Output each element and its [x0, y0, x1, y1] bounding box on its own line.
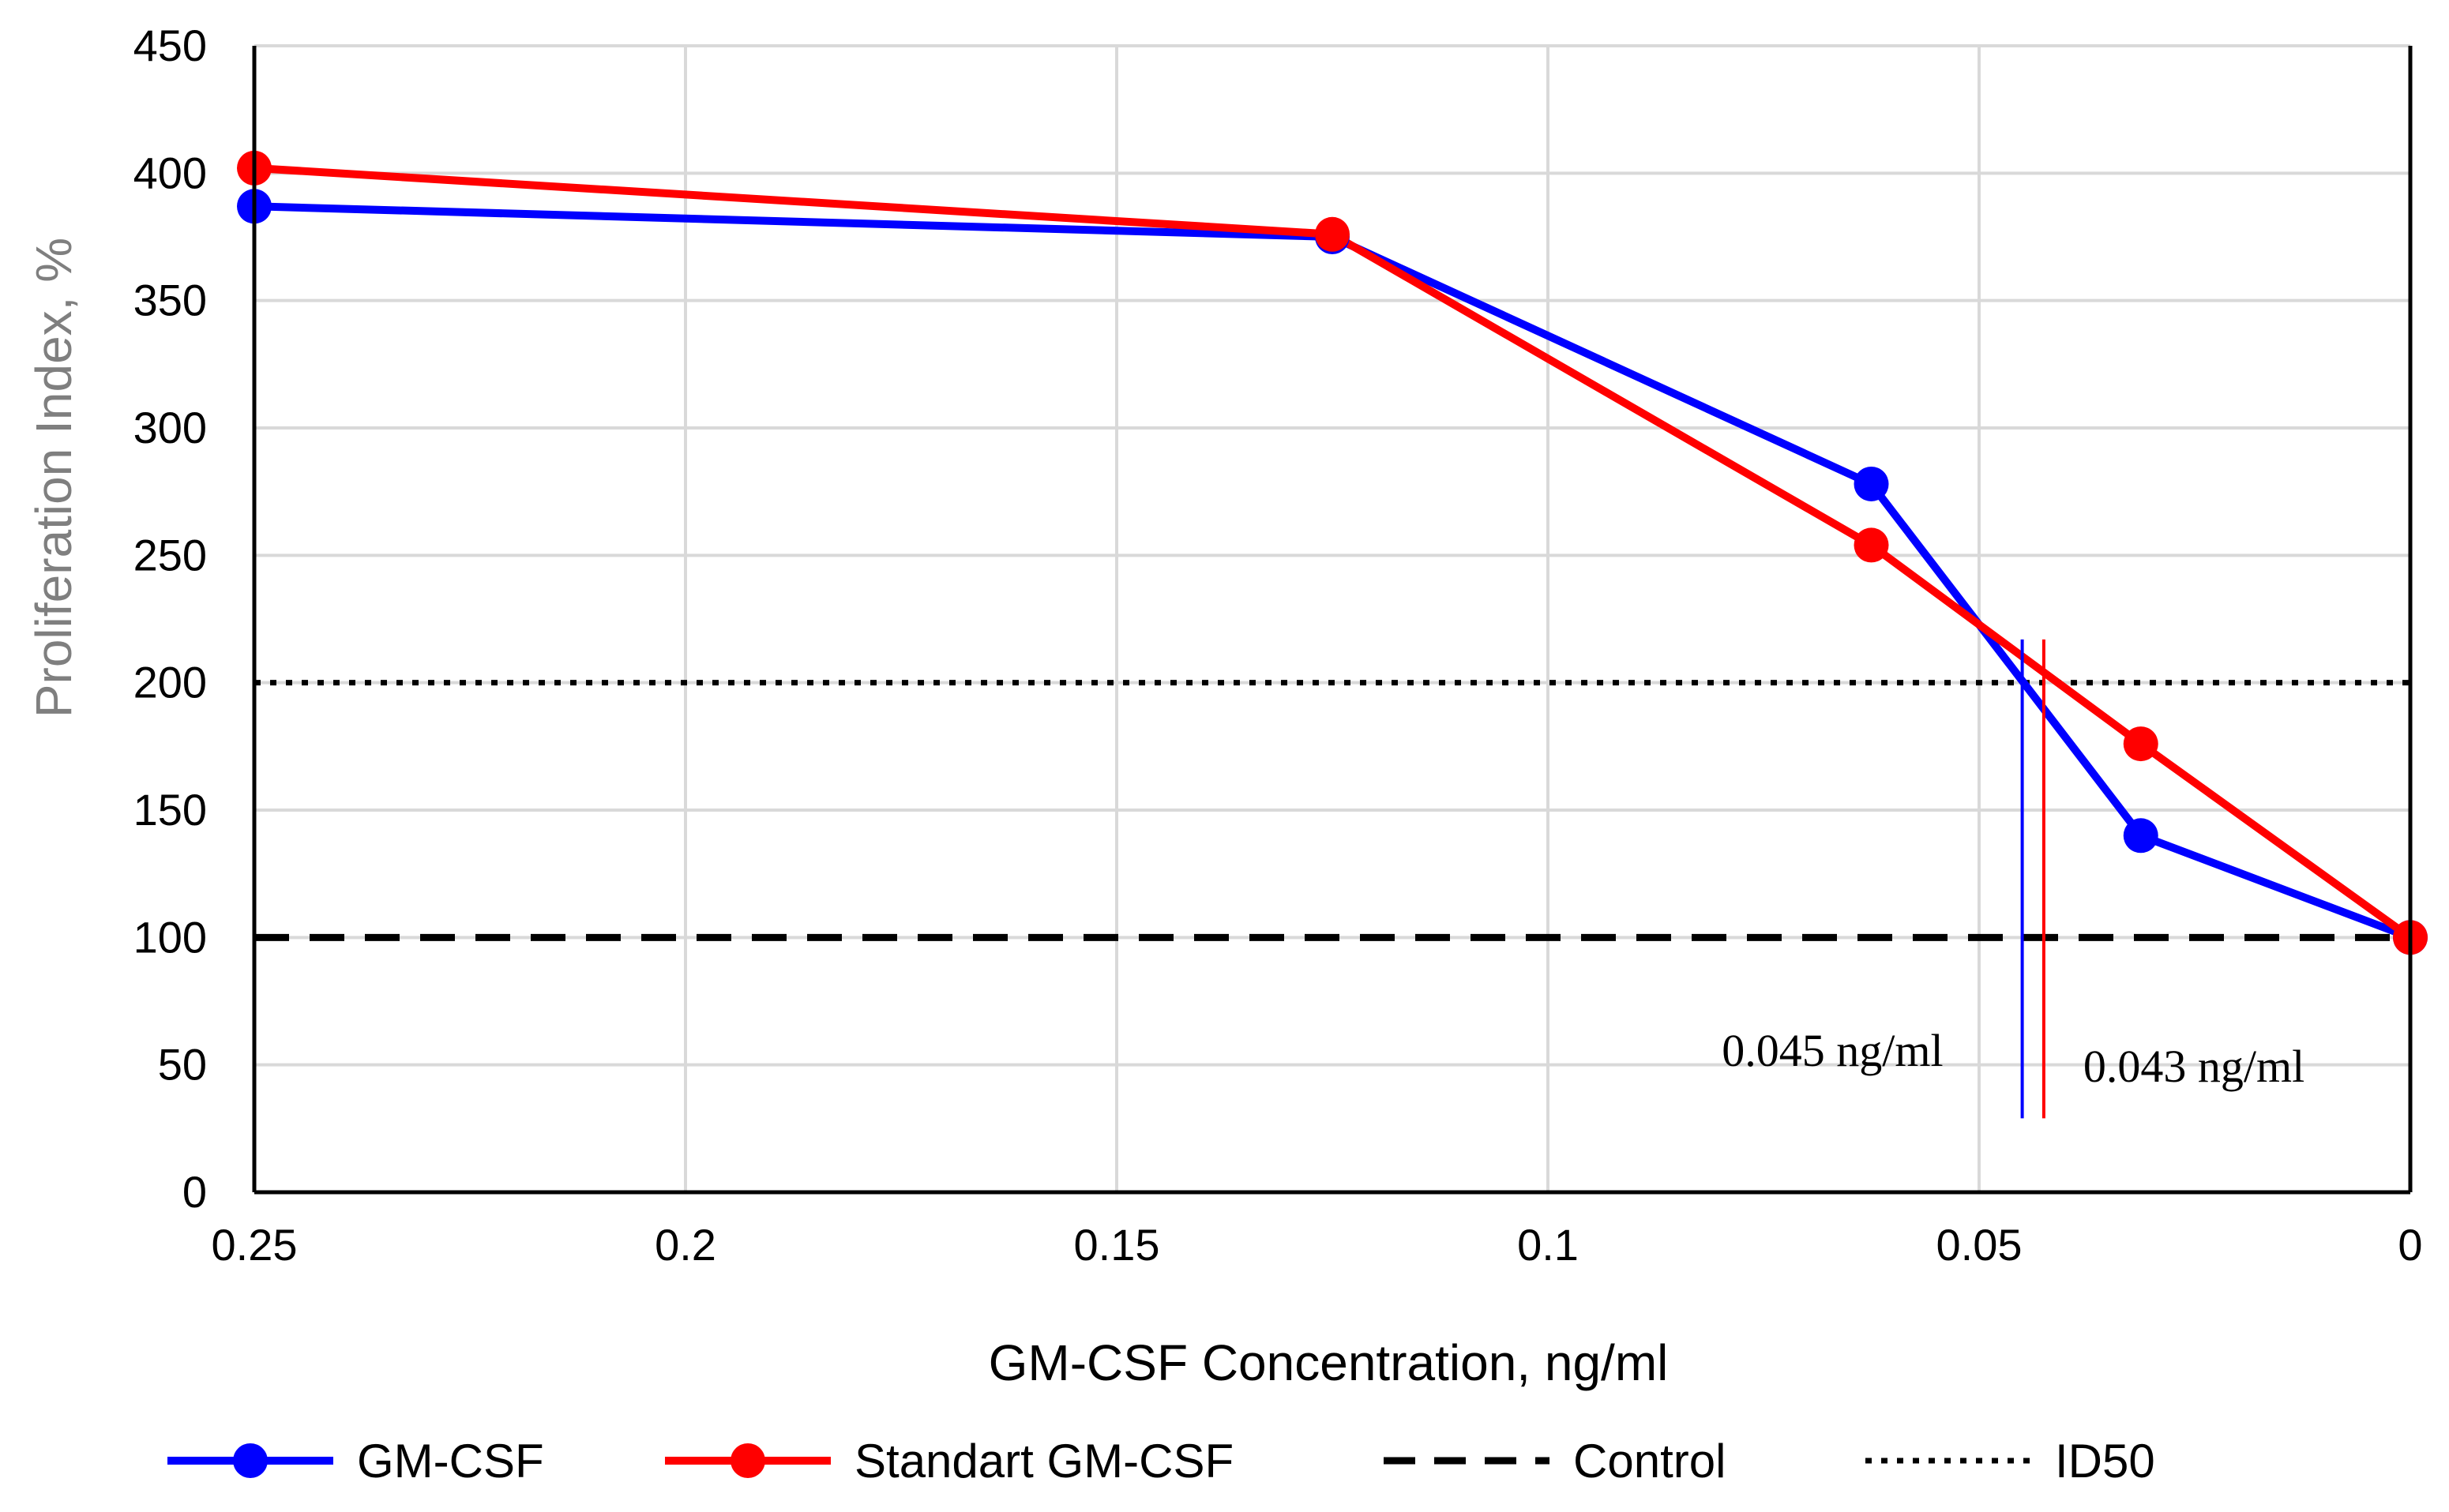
- y-tick-label: 0: [182, 1167, 207, 1217]
- x-tick-label: 0.05: [1936, 1220, 2023, 1270]
- annotation-label: 0.043 ng/ml: [2083, 1041, 2304, 1092]
- y-axis-title: Proliferation Index, %: [25, 238, 82, 718]
- legend-swatch-marker: [731, 1443, 765, 1478]
- y-tick-label: 50: [158, 1040, 207, 1090]
- x-tick-label: 0.2: [655, 1220, 716, 1270]
- y-tick-label: 200: [133, 658, 207, 707]
- y-tick-label: 450: [133, 21, 207, 70]
- x-tick-label: 0.25: [212, 1220, 298, 1270]
- y-tick-label: 400: [133, 148, 207, 197]
- x-tick-label: 0.1: [1517, 1220, 1579, 1270]
- legend-label: Control: [1573, 1435, 1726, 1488]
- series-layer: [237, 150, 2428, 955]
- x-tick-label: 0: [2398, 1220, 2422, 1270]
- legend-label: ID50: [2055, 1435, 2155, 1488]
- axis-layer: [252, 46, 2413, 1195]
- data-point: [2123, 818, 2158, 854]
- data-point: [1854, 527, 1889, 563]
- annotation-layer: 0.045 ng/ml 0.043 ng/ml: [1722, 639, 2304, 1119]
- y-tick-label: 350: [133, 276, 207, 325]
- legend-item: Standart GM-CSF: [665, 1435, 1234, 1488]
- legend-swatch-marker: [233, 1443, 268, 1478]
- y-tick-label: 150: [133, 785, 207, 835]
- data-point: [2123, 726, 2158, 762]
- x-axis-title: GM-CSF Concentration, ng/ml: [989, 1334, 1669, 1391]
- y-tick-label: 100: [133, 912, 207, 962]
- y-tick-label: 250: [133, 530, 207, 580]
- y-tick-label: 300: [133, 403, 207, 452]
- legend-item: ID50: [1865, 1435, 2155, 1488]
- data-point: [1854, 466, 1889, 501]
- series-line-gm-csf: [254, 202, 2412, 942]
- legend-item: GM-CSF: [167, 1435, 544, 1488]
- reference-lines: [254, 680, 2410, 941]
- data-point: [1315, 216, 1350, 252]
- legend-label: Standart GM-CSF: [855, 1435, 1234, 1488]
- legend-label: GM-CSF: [357, 1435, 544, 1488]
- legend-item: Control: [1384, 1435, 1726, 1488]
- legend: GM-CSF Standart GM-CSF Control ID50: [167, 1435, 2155, 1488]
- x-tick-label: 0.15: [1074, 1220, 1160, 1270]
- series-line-standart-gm-csf: [254, 163, 2413, 941]
- annotation-label: 0.045 ng/ml: [1722, 1025, 1943, 1076]
- tick-labels: 0 50 100 150 200 250 300 350 400 450 0.25 0.2 0.15 0.…: [133, 21, 2423, 1270]
